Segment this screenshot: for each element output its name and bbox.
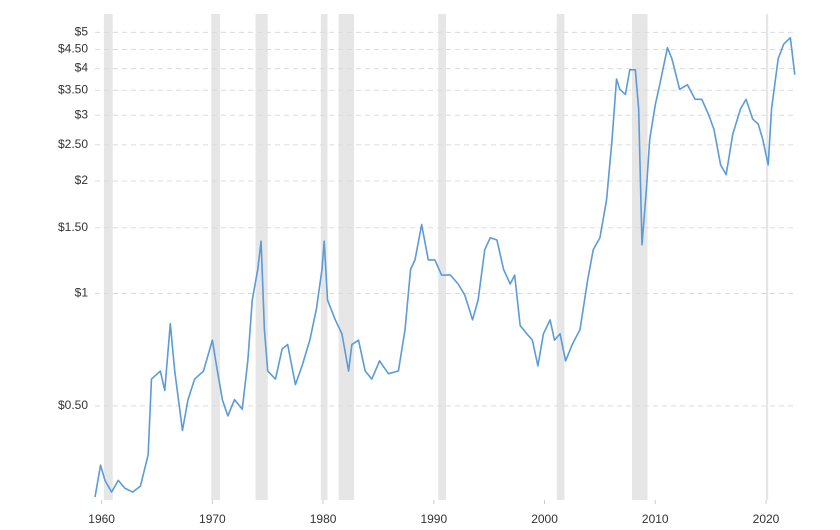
- shaded-period: [765, 14, 769, 500]
- y-tick-label: $2.50: [58, 137, 88, 151]
- x-tick-label: 2020: [753, 512, 780, 526]
- shaded-period: [632, 14, 648, 500]
- y-tick-label: $5: [75, 25, 89, 39]
- y-tick-label: $4.50: [58, 42, 88, 56]
- shaded-period: [103, 14, 113, 500]
- price-line: [94, 36, 796, 498]
- x-tick-label: 1980: [310, 512, 337, 526]
- x-tick-label: 1990: [420, 512, 447, 526]
- x-tick-label: 2010: [642, 512, 669, 526]
- x-tick-label: 1960: [88, 512, 115, 526]
- shaded-period: [438, 14, 446, 500]
- y-tick-label: $1.50: [58, 220, 88, 234]
- x-tick-label: 2000: [531, 512, 558, 526]
- y-tick-label: $3: [75, 107, 89, 121]
- y-tick-label: $0.50: [58, 398, 88, 412]
- shaded-period: [338, 14, 355, 500]
- shaded-period: [211, 14, 221, 500]
- y-tick-label: $1: [75, 286, 89, 300]
- shaded-period: [320, 14, 328, 500]
- x-tick-label: 1970: [199, 512, 226, 526]
- y-tick-label: $4: [75, 61, 89, 75]
- y-tick-label: $2: [75, 173, 89, 187]
- shaded-period: [556, 14, 565, 500]
- y-tick-label: $3.50: [58, 82, 88, 96]
